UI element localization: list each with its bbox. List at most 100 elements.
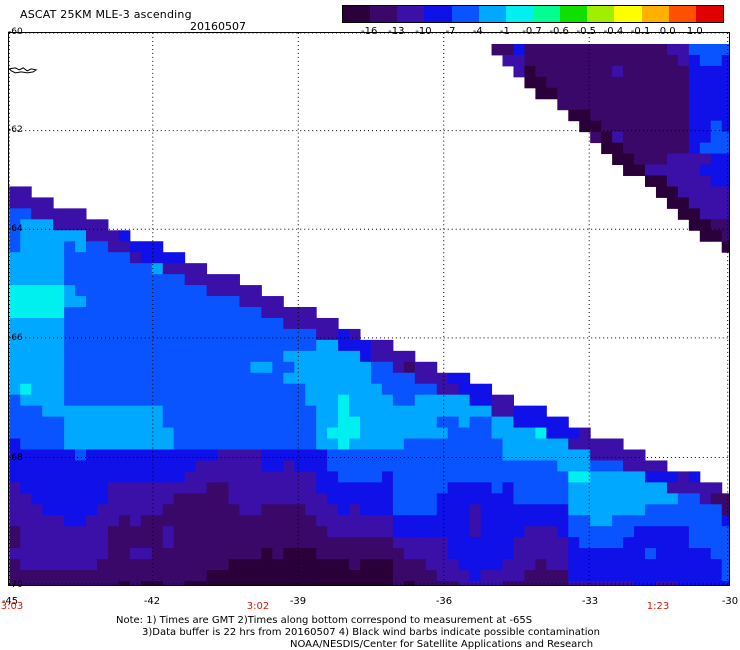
wind-cell (75, 515, 87, 527)
wind-cell (206, 328, 219, 341)
wind-cell (283, 416, 295, 429)
wind-cell (502, 548, 514, 560)
wind-cell (568, 504, 580, 516)
wind-cell (447, 394, 460, 407)
wind-cell (579, 109, 591, 122)
wind-cell (645, 142, 657, 155)
wind-cell (579, 515, 591, 527)
wind-cell (261, 394, 273, 407)
colorbar-tick-label: -0.7 (522, 26, 542, 37)
wind-cell (129, 438, 142, 450)
wind-cell (502, 504, 514, 516)
wind-cell (228, 548, 240, 560)
wind-cell (217, 427, 230, 440)
wind-cell (349, 471, 361, 483)
wind-cell (151, 493, 164, 505)
wind-cell (513, 427, 525, 440)
wind-cell (469, 526, 482, 538)
wind-cell (64, 438, 76, 450)
wind-cell (217, 570, 230, 582)
wind-cell (250, 339, 262, 352)
wind-cell (349, 394, 361, 407)
wind-cell (129, 285, 142, 297)
wind-cell (612, 548, 624, 560)
wind-cell (283, 460, 295, 472)
wind-cell (118, 526, 131, 538)
wind-cell (601, 526, 613, 538)
wind-cell (612, 471, 624, 483)
wind-cell (447, 559, 460, 571)
wind-cell (118, 394, 131, 407)
wind-cell (655, 76, 668, 89)
wind-cell (710, 164, 723, 176)
wind-cell (272, 339, 284, 352)
wind-cell (195, 504, 208, 516)
wind-cell (173, 515, 186, 527)
wind-cell (623, 54, 635, 67)
wind-cell (524, 548, 536, 560)
wind-cell (64, 537, 76, 549)
wind-cell (31, 581, 43, 585)
wind-cell (590, 504, 602, 516)
wind-cell (31, 350, 43, 363)
wind-cell (370, 394, 383, 407)
wind-cell (118, 230, 131, 242)
wind-cell (151, 372, 164, 385)
wind-cell (327, 482, 339, 494)
wind-cell (294, 548, 306, 560)
wind-cell (96, 416, 109, 429)
wind-cell (458, 504, 471, 516)
colorbar-swatch (641, 6, 669, 22)
wind-cell (261, 339, 273, 352)
wind-cell (305, 570, 317, 582)
wind-cell (86, 328, 98, 341)
wind-cell (710, 197, 723, 209)
wind-cell (217, 515, 230, 527)
wind-cell (206, 307, 219, 319)
wind-cell (645, 65, 657, 78)
wind-cell (349, 339, 361, 352)
wind-cell (425, 394, 438, 407)
wind-cell (645, 98, 657, 111)
wind-cell (392, 504, 405, 516)
wind-cell (53, 252, 65, 264)
wind-cell (239, 361, 251, 374)
wind-cell (239, 372, 251, 385)
wind-cell (655, 186, 668, 198)
wind-cell (217, 317, 230, 330)
wind-cell (381, 493, 394, 505)
wind-cell (173, 581, 186, 585)
wind-cell (349, 405, 361, 418)
wind-cell (666, 120, 679, 133)
wind-cell (425, 383, 438, 396)
wind-cell (184, 307, 197, 319)
wind-cell (568, 65, 580, 78)
wind-cell (623, 131, 635, 144)
wind-cell (447, 515, 460, 527)
wind-cell (403, 537, 416, 549)
wind-cell (9, 241, 21, 253)
wind-cell (31, 570, 43, 582)
colorbar-swatch (397, 6, 425, 22)
wind-cell (699, 504, 712, 516)
wind-cell (173, 405, 186, 418)
wind-cell (250, 296, 262, 308)
wind-cell (250, 504, 262, 516)
wind-cell (162, 526, 175, 538)
wind-cell (64, 559, 76, 571)
wind-cell (283, 559, 295, 571)
wind-cell (86, 361, 98, 374)
wind-cell (173, 416, 186, 429)
wind-cell (305, 548, 317, 560)
wind-cell (261, 449, 273, 461)
wind-cell (107, 537, 120, 549)
wind-cell (601, 515, 613, 527)
wind-cell (42, 361, 54, 374)
wind-cell (327, 471, 339, 483)
wind-cell (162, 438, 175, 450)
wind-cell (414, 559, 427, 571)
wind-cell (425, 471, 438, 483)
wind-cell (721, 526, 729, 538)
wind-cell (140, 482, 153, 494)
wind-cell (107, 416, 120, 429)
